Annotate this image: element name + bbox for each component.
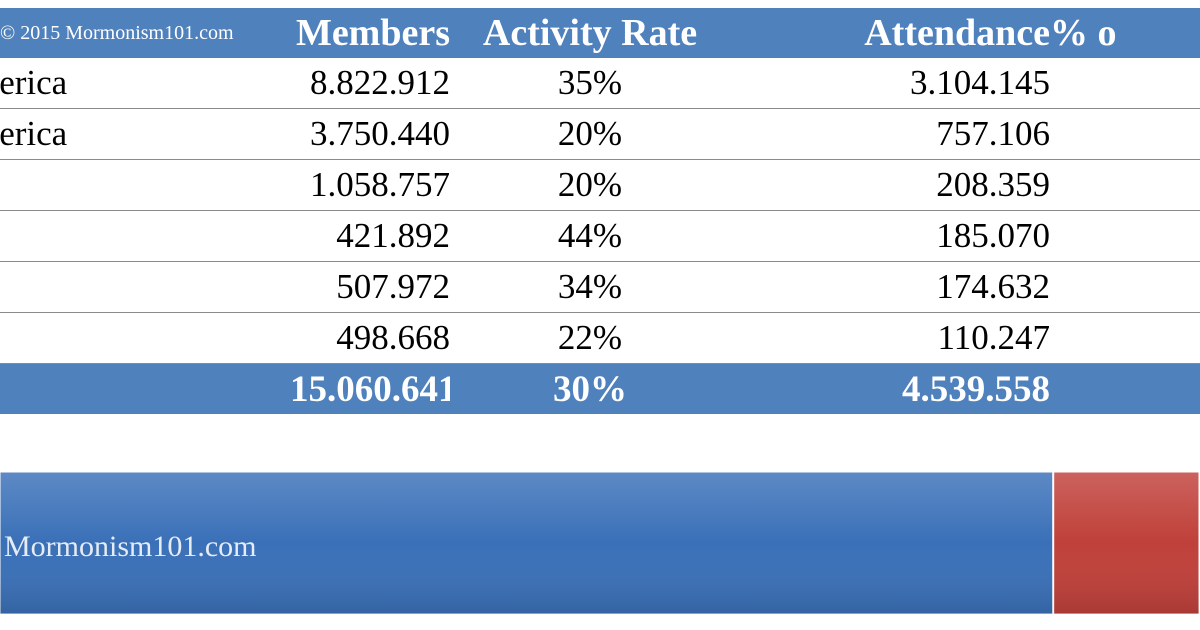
cell-percent (1050, 210, 1200, 262)
cell-region (0, 312, 290, 364)
cell-attendance: 208.359 (730, 159, 1050, 211)
cell-percent (1050, 159, 1200, 211)
cell-members: 1.058.757 (290, 159, 450, 211)
header-activity-rate: Activity Rate (450, 8, 730, 58)
cell-region (0, 159, 290, 211)
bar-segment-shade-2 (1053, 472, 1199, 614)
copyright-text: © 2015 Mormonism101.com (0, 8, 290, 58)
table-row: merica 8.822.912 35% 3.104.145 (0, 58, 1200, 109)
header-members: Members (290, 8, 450, 58)
cell-activity-rate: 22% (450, 312, 730, 364)
cell-percent (1050, 312, 1200, 364)
table-row: merica 3.750.440 20% 757.106 (0, 108, 1200, 160)
cell-attendance: 185.070 (730, 210, 1050, 262)
cell-region: merica (0, 108, 290, 160)
total-activity-rate: 30% (450, 363, 730, 414)
table-row: 507.972 34% 174.632 (0, 261, 1200, 313)
header-row: © 2015 Mormonism101.com Members Activity… (0, 8, 1200, 58)
cell-activity-rate: 44% (450, 210, 730, 262)
cell-members: 498.668 (290, 312, 450, 364)
total-region (0, 363, 290, 414)
table-row: 1.058.757 20% 208.359 (0, 159, 1200, 211)
stats-table: © 2015 Mormonism101.com Members Activity… (0, 8, 1200, 414)
total-attendance: 4.539.558 (730, 363, 1050, 414)
cell-activity-rate: 20% (450, 108, 730, 160)
stacked-bar-chart: Mormonism101.com (0, 471, 1200, 615)
bar-segment-shade-1 (0, 472, 1053, 614)
cell-members: 8.822.912 (290, 58, 450, 109)
total-row: 15.060.641 30% 4.539.558 (0, 363, 1200, 414)
cell-region: merica (0, 58, 290, 109)
cell-region (0, 261, 290, 313)
total-percent (1050, 363, 1200, 414)
table-row: 498.668 22% 110.247 (0, 312, 1200, 364)
cell-activity-rate: 20% (450, 159, 730, 211)
header-attendance: Attendance (730, 8, 1050, 58)
cell-members: 421.892 (290, 210, 450, 262)
cell-members: 3.750.440 (290, 108, 450, 160)
cell-attendance: 174.632 (730, 261, 1050, 313)
cell-members: 507.972 (290, 261, 450, 313)
cell-attendance: 757.106 (730, 108, 1050, 160)
cell-activity-rate: 34% (450, 261, 730, 313)
cell-attendance: 3.104.145 (730, 58, 1050, 109)
total-members: 15.060.641 (290, 363, 450, 414)
table-row: 421.892 44% 185.070 (0, 210, 1200, 262)
header-percent: % o (1050, 8, 1200, 58)
chart-watermark: Mormonism101.com (4, 530, 257, 563)
cell-percent (1050, 261, 1200, 313)
cell-region (0, 210, 290, 262)
cell-attendance: 110.247 (730, 312, 1050, 364)
cell-percent (1050, 58, 1200, 109)
cell-percent (1050, 108, 1200, 160)
cell-activity-rate: 35% (450, 58, 730, 109)
